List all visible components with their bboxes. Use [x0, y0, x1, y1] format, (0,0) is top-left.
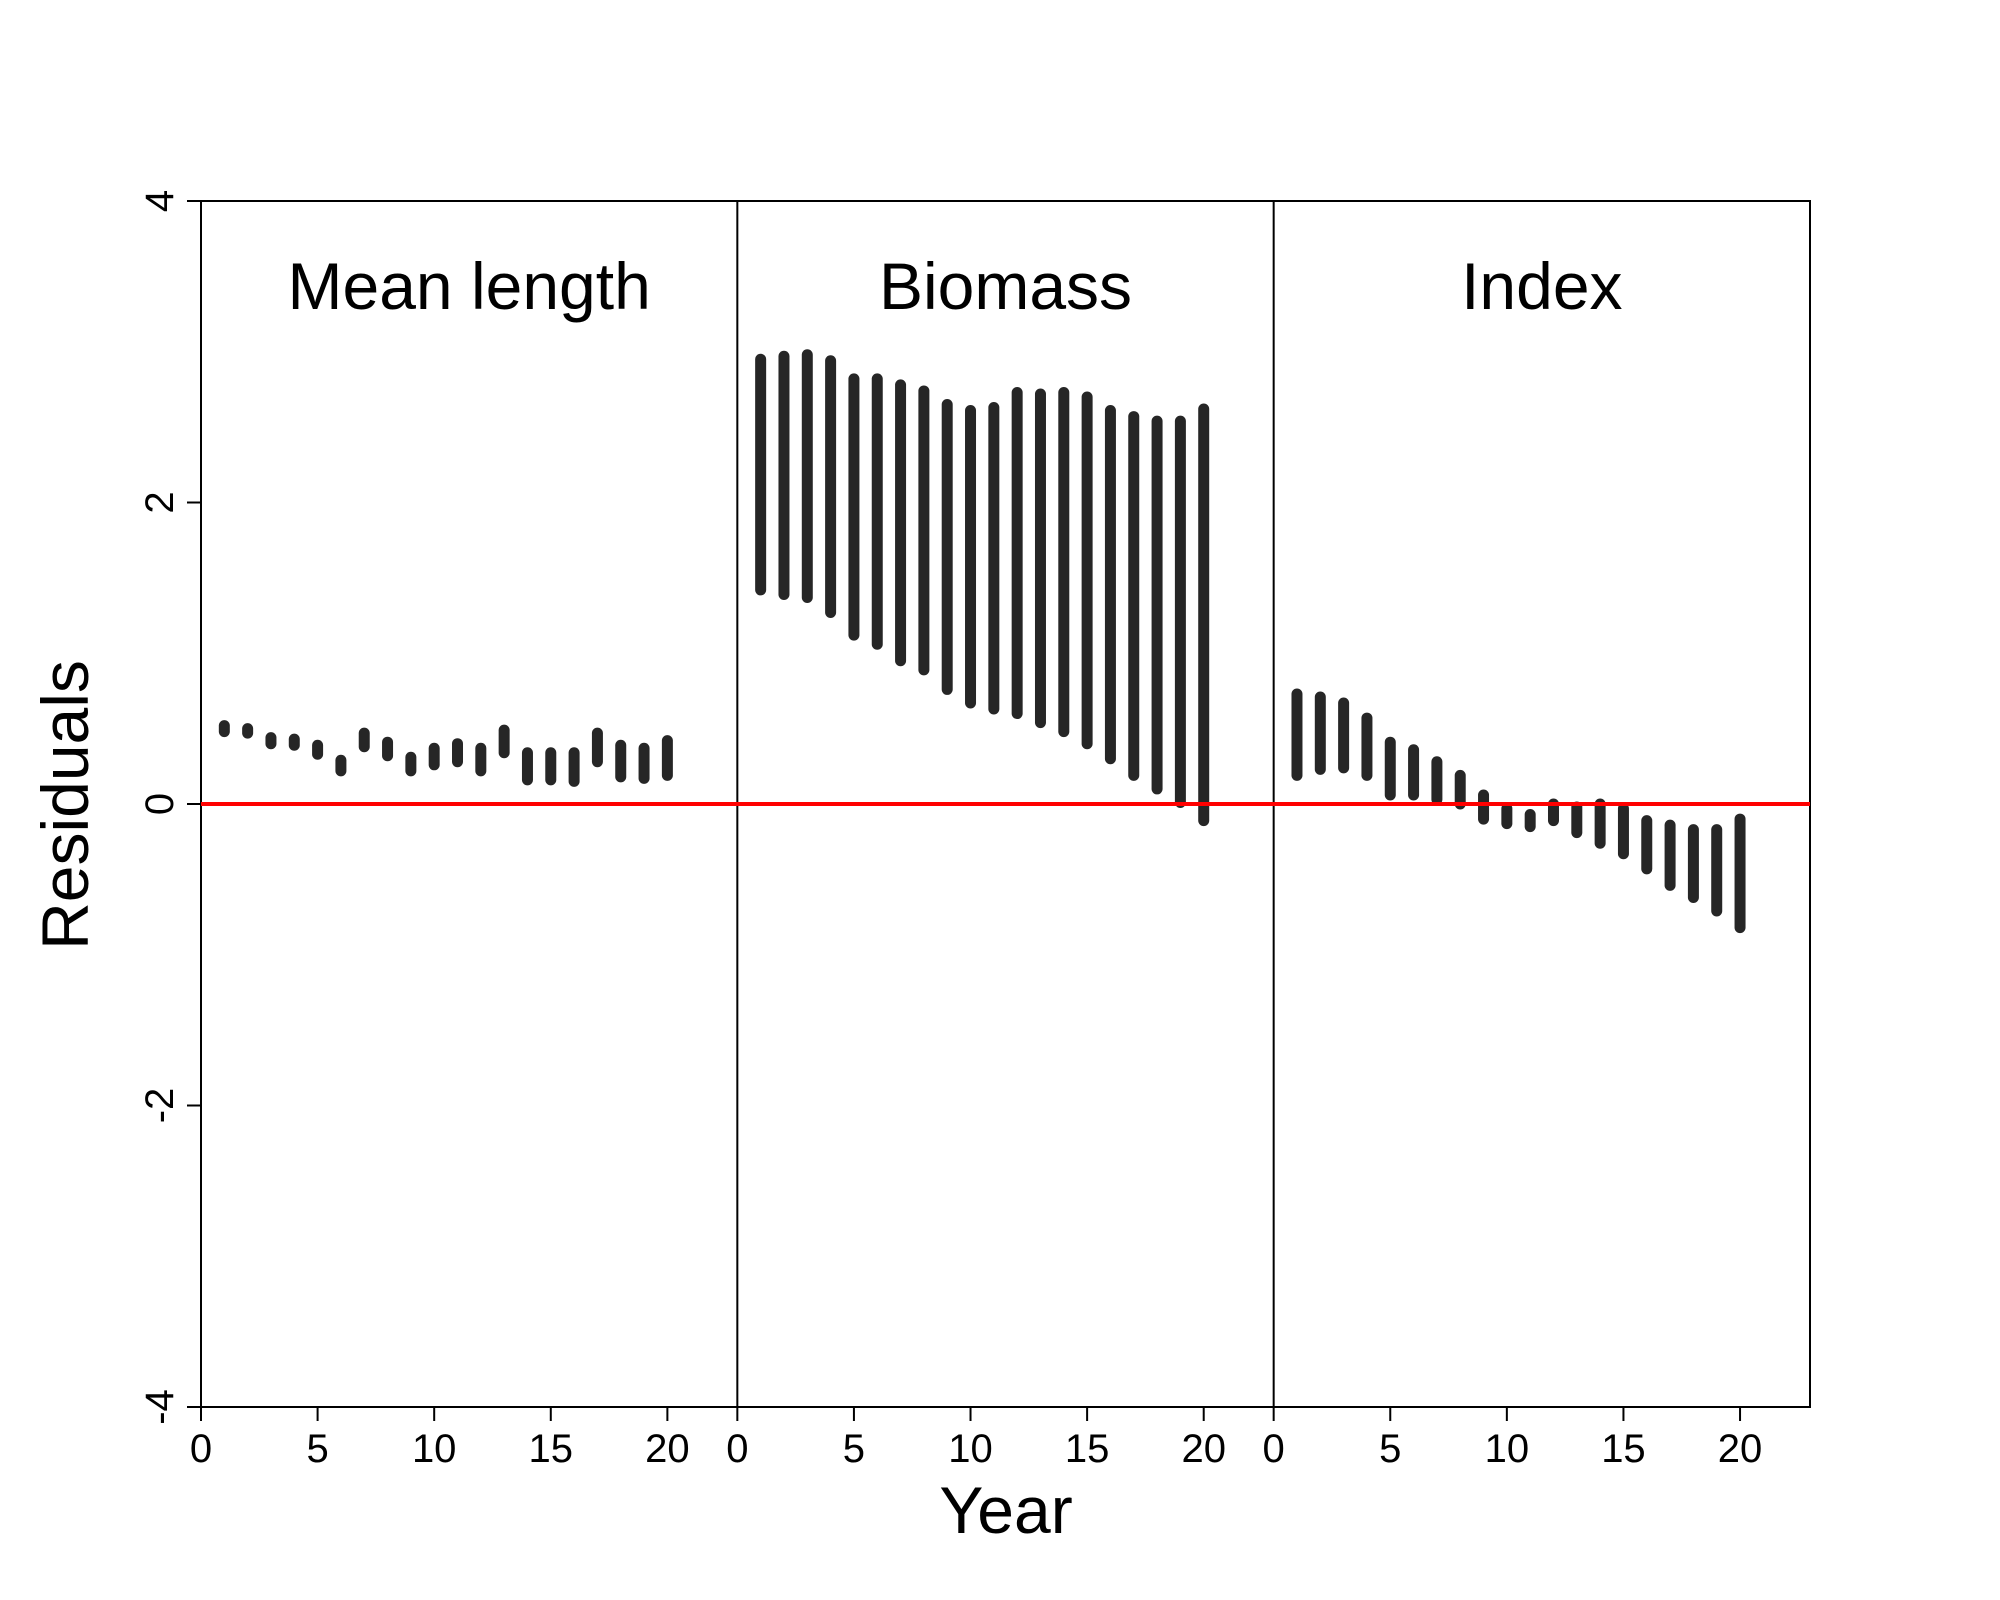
- axes-layer: -4 -2 0 2 4: [138, 190, 1811, 1425]
- x-tick-label: 20: [1718, 1427, 1763, 1471]
- x-tick-label: 10: [948, 1427, 993, 1471]
- x-tick-label: 5: [306, 1427, 328, 1471]
- panel-biomass: 0 5 10 15 20 Biomass: [726, 249, 1226, 1471]
- panel-index: 0 5 10 15 20 Index: [1263, 249, 1763, 1471]
- y-tick-label: -4: [138, 1389, 182, 1425]
- panel-title: Mean length: [288, 249, 651, 323]
- x-tick-label: 0: [1263, 1427, 1285, 1471]
- x-tick-label: 0: [726, 1427, 748, 1471]
- panel-mean-length: 0 5 10 15 20 Mean length: [190, 249, 690, 1471]
- x-tick-label: 10: [1485, 1427, 1530, 1471]
- x-tick-label: 15: [529, 1427, 574, 1471]
- x-tick-label: 5: [843, 1427, 865, 1471]
- y-tick-label: 0: [138, 793, 182, 815]
- y-tick-label: 4: [138, 190, 182, 212]
- x-axis-title: Year: [939, 1473, 1072, 1547]
- panels-layer: 0 5 10 15 20 Mean length 0 5 10 15 20 Biomass 0 5 10 15…: [190, 249, 1762, 1471]
- x-tick-label: 15: [1601, 1427, 1646, 1471]
- x-tick-label: 20: [1181, 1427, 1226, 1471]
- x-tick-label: 15: [1065, 1427, 1110, 1471]
- y-tick-label: -2: [138, 1088, 182, 1124]
- x-tick-label: 20: [645, 1427, 690, 1471]
- panel-title: Biomass: [879, 249, 1132, 323]
- panel-title: Index: [1461, 249, 1622, 323]
- y-axis-title: Residuals: [28, 660, 102, 950]
- y-tick-label: 2: [138, 491, 182, 513]
- x-tick-label: 10: [412, 1427, 457, 1471]
- x-tick-label: 0: [190, 1427, 212, 1471]
- x-tick-label: 5: [1379, 1427, 1401, 1471]
